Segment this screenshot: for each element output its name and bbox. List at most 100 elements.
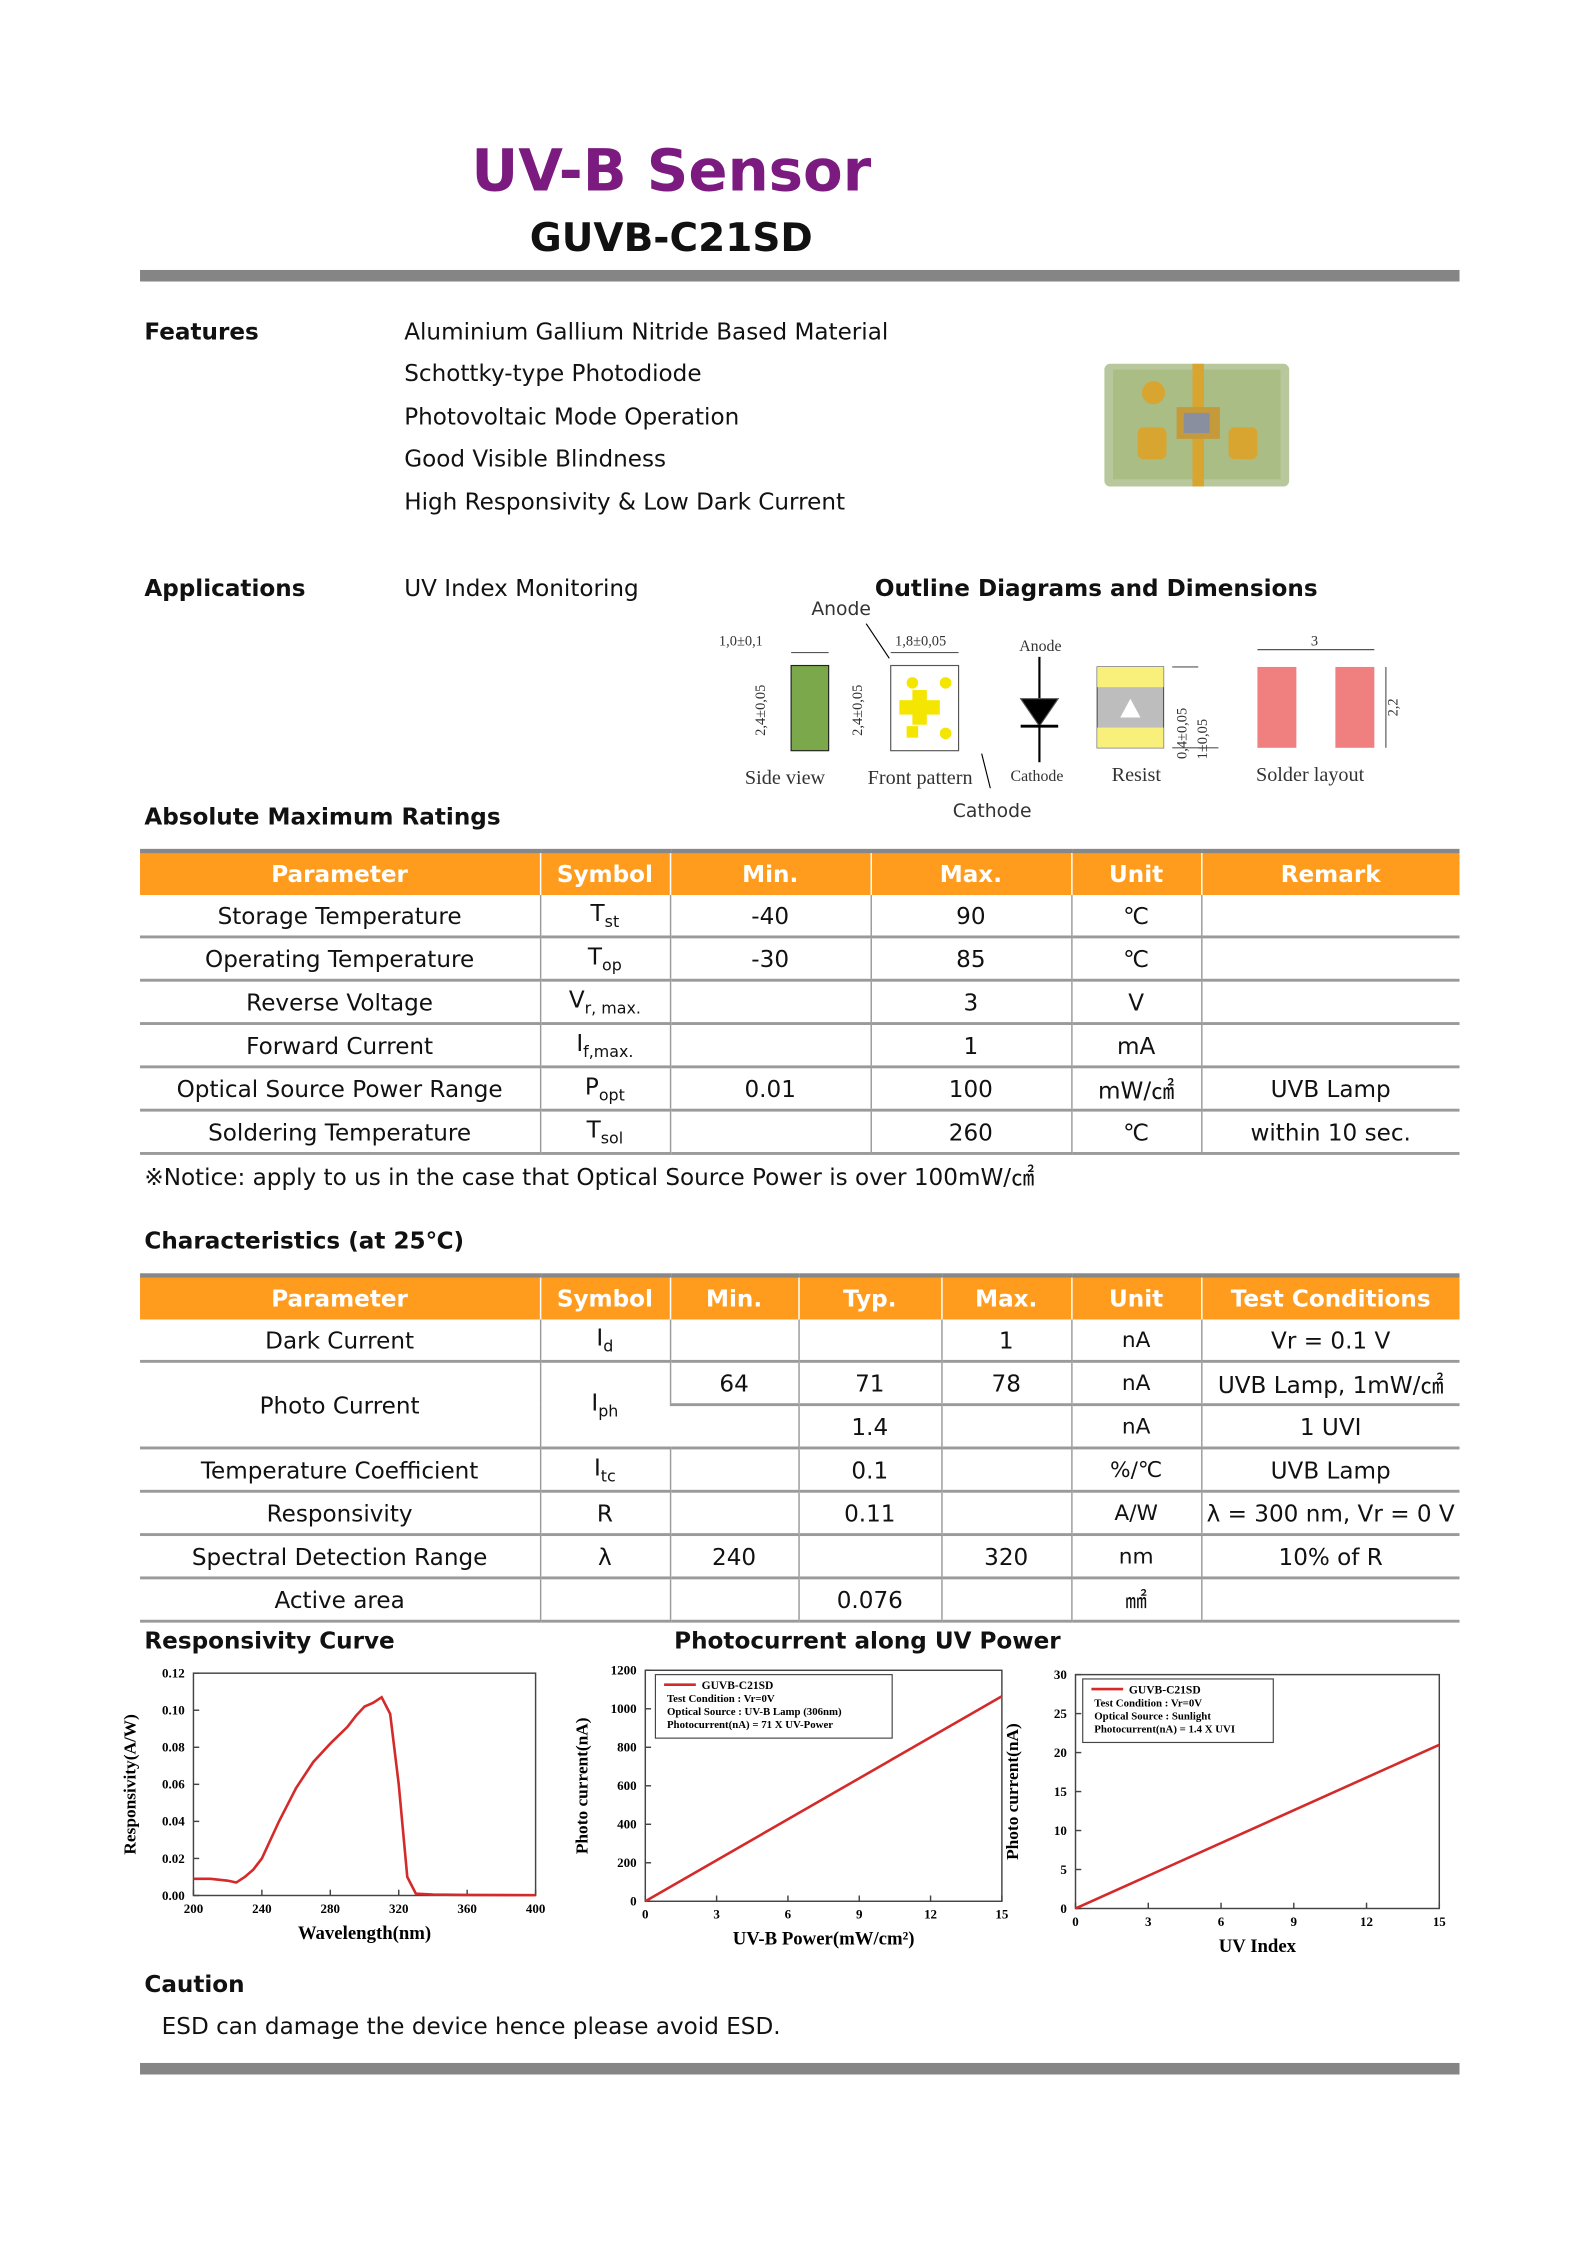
cell	[669, 1110, 871, 1155]
cell: 1.4	[797, 1404, 942, 1450]
y-tick-label: 5	[1060, 1862, 1067, 1877]
table-row: Responsivity R 0.11 A/W λ = 300 nm, Vr = 0 V	[140, 1491, 1460, 1537]
cell	[669, 1491, 799, 1537]
y-tick-label: 0.10	[162, 1703, 185, 1718]
y-tick-label: 0.04	[162, 1814, 185, 1829]
header-cell: Typ.	[797, 1273, 942, 1320]
diagram-label: Resist	[1112, 764, 1162, 786]
cell: mW/㎠	[1070, 1066, 1202, 1112]
table-row: Temperature Coefficient Itc 0.1 %/℃ UVB Lamp	[140, 1447, 1460, 1493]
symbol: I	[593, 1453, 601, 1482]
x-tick-label: 0	[1072, 1914, 1079, 1929]
legend-note: Photocurrent(nA) = 1.4 X UVI	[1094, 1723, 1235, 1735]
diagram-label: Side view	[745, 767, 826, 789]
table-row: Storage Temperature Tst -40 90 ℃	[140, 895, 1460, 939]
x-tick-label: 320	[389, 1901, 408, 1916]
cell: %/℃	[1070, 1447, 1202, 1493]
symbol: T	[590, 899, 605, 927]
x-tick-label: 15	[1433, 1914, 1446, 1929]
cell: 0.11	[797, 1491, 942, 1537]
cell: mA	[1070, 1023, 1202, 1069]
cell: R	[539, 1491, 670, 1537]
x-tick-label: 9	[1291, 1914, 1298, 1929]
symbol-subscript: sol	[600, 1129, 624, 1148]
x-tick-label: 280	[321, 1901, 340, 1916]
header-cell: Max.	[940, 1273, 1072, 1320]
diagram-label: 2,4±0,05	[850, 685, 866, 736]
table-row: Optical Source Power Range Popt 0.01 100 mW/…	[140, 1066, 1460, 1112]
header-cell: Test Conditions	[1200, 1273, 1460, 1320]
cell: 0.076	[797, 1577, 942, 1623]
x-tick-label: 6	[1218, 1914, 1225, 1929]
cell	[669, 1404, 799, 1450]
cell	[669, 1577, 799, 1623]
cell: Active area	[140, 1577, 540, 1623]
header-cell: Symbol	[539, 1273, 670, 1320]
symbol: T	[587, 942, 603, 970]
y-tick-label: 0.02	[162, 1851, 185, 1866]
x-axis-label: UV-B Power(mW/cm²)	[733, 1929, 915, 1950]
diagram-label: 0,4±0,05	[1175, 708, 1191, 759]
cell: 1	[940, 1319, 1072, 1363]
header-row: Parameter Symbol Min. Typ. Max. Unit Test Cond…	[140, 1273, 1460, 1320]
symbol-subscript: ph	[598, 1401, 619, 1421]
cell: UVB Lamp	[1200, 1066, 1460, 1112]
cell: Vr, max.	[539, 980, 670, 1025]
cell	[940, 1491, 1072, 1537]
diagram-label: 1,8±0,05	[895, 633, 946, 649]
x-tick-label: 12	[1360, 1914, 1373, 1929]
table-row: Photo Current Iph 64 71 78 nA UVB Lamp, 1mW/㎠	[140, 1361, 1460, 1450]
caution-text: ESD can damage the device hence please a…	[161, 2012, 781, 2040]
notice: ※Notice: apply to us in the case that Op…	[144, 1163, 1035, 1191]
y-tick-label: 10	[1054, 1823, 1067, 1838]
cell: 3	[869, 980, 1072, 1025]
symbol: I	[576, 1029, 584, 1057]
x-tick-label: 360	[457, 1901, 476, 1916]
cell: Id	[539, 1319, 670, 1363]
cell: Optical Source Power Range	[140, 1066, 540, 1112]
symbol-subscript: opt	[598, 1085, 625, 1105]
y-tick-label: 0.12	[162, 1666, 185, 1681]
cell: 78	[940, 1361, 1072, 1407]
legend-label: GUVB-C21SD	[1129, 1684, 1201, 1696]
section-label: Features	[144, 317, 259, 346]
cell: nm	[1070, 1534, 1202, 1580]
legend-note: Test Condition : Vr=0V	[1094, 1697, 1202, 1709]
cell: -40	[669, 895, 871, 939]
table-row: Soldering Temperature Tsol 260 ℃ within 10 s…	[140, 1110, 1460, 1155]
x-tick-label: 400	[526, 1901, 545, 1916]
cell: Spectral Detection Range	[140, 1534, 540, 1580]
section-label: Absolute Maximum Ratings	[144, 802, 501, 831]
feature-item: High Responsivity & Low Dark Current	[404, 487, 846, 516]
data-line	[644, 1695, 1003, 1903]
cell: 100	[869, 1066, 1072, 1112]
cell: -30	[669, 936, 871, 982]
y-axis-label: Photo current(nA)	[1003, 1723, 1022, 1860]
subtitle: GUVB-C21SD	[529, 216, 813, 262]
cell: 0.01	[669, 1066, 871, 1112]
cell	[1200, 1577, 1460, 1623]
cell: Temperature Coefficient	[140, 1447, 540, 1493]
x-tick-label: 0	[642, 1907, 649, 1922]
header-cell: Min.	[669, 1273, 799, 1320]
symbol: λ	[598, 1542, 612, 1570]
y-axis-label: Responsivity(A/W)	[121, 1714, 140, 1854]
cell: 1 UVI	[1200, 1404, 1460, 1450]
cell: Tsol	[539, 1110, 670, 1155]
x-axis-label: Wavelength(nm)	[298, 1923, 431, 1944]
header-cell: Unit	[1070, 1273, 1202, 1320]
y-tick-label: 800	[617, 1740, 636, 1755]
symbol-subscript: r, max.	[584, 999, 641, 1018]
cell: nA	[1070, 1319, 1202, 1363]
cell: Reverse Voltage	[140, 980, 540, 1025]
y-axis-label: Photo current(nA)	[573, 1717, 592, 1854]
divider	[140, 2062, 1460, 2075]
header-cell: Unit	[1070, 848, 1202, 896]
cell	[669, 1319, 799, 1363]
y-tick-label: 400	[617, 1817, 636, 1832]
symbol: I	[591, 1388, 599, 1417]
cell: Itc	[539, 1447, 670, 1493]
